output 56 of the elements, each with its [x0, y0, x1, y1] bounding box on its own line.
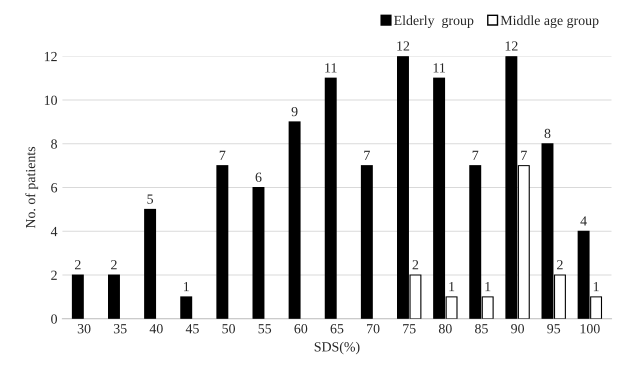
data-label: 1: [449, 282, 454, 292]
data-label: 1: [184, 282, 189, 292]
bar: [180, 296, 192, 319]
y-tick-label: 10: [44, 96, 58, 105]
bar: [288, 121, 301, 319]
y-tick-label: 2: [51, 270, 57, 280]
data-label: 1: [594, 282, 599, 292]
x-tick-label: 45: [186, 324, 199, 334]
bar: [324, 78, 337, 319]
data-label: 12: [506, 41, 518, 51]
data-label: 11: [325, 63, 337, 72]
x-tick-label: 90: [511, 324, 524, 334]
data-label: 9: [292, 106, 298, 116]
x-tick-label: 50: [222, 324, 235, 334]
data-label: 2: [412, 260, 418, 270]
x-tick-label: 75: [403, 324, 416, 334]
legend-label: Middle age group: [500, 15, 598, 28]
x-tick-label: 95: [547, 324, 560, 334]
x-tick-label: 100: [580, 324, 600, 334]
data-label: 12: [397, 41, 410, 51]
bar: [144, 208, 156, 319]
x-tick-label: 35: [114, 324, 127, 334]
y-tick-label: 12: [44, 52, 57, 62]
x-tick-label: 70: [367, 324, 380, 334]
legend-label: Elderly group: [394, 15, 474, 28]
x-tick-label: 55: [258, 324, 272, 334]
x-tick-label: 85: [475, 324, 488, 334]
data-label: 1: [485, 282, 490, 292]
x-tick-label: 80: [438, 324, 452, 334]
data-label: 2: [557, 260, 563, 270]
data-label: 2: [74, 260, 81, 270]
bar: [108, 274, 120, 319]
x-tick-label: 65: [330, 324, 344, 334]
x-tick-label: 40: [150, 324, 163, 334]
data-label: 4: [580, 216, 587, 226]
data-label: 6: [256, 172, 262, 182]
data-label: 2: [111, 260, 117, 270]
x-axis-title: SDS(%): [314, 342, 360, 354]
y-tick-label: 0: [51, 314, 58, 324]
bar: [252, 186, 264, 319]
y-tick-label: 6: [51, 183, 58, 192]
data-label: 8: [544, 128, 550, 138]
data-label: 7: [364, 150, 370, 160]
data-label: 7: [472, 150, 478, 160]
x-tick-label: 30: [78, 324, 90, 334]
y-axis-title: No. of patients: [25, 146, 38, 228]
data-label: 11: [434, 63, 445, 72]
data-label: 7: [220, 150, 226, 160]
data-label: 5: [147, 194, 154, 204]
y-tick-label: 4: [50, 226, 58, 236]
y-tick-label: 8: [51, 139, 58, 149]
bar: [360, 165, 373, 319]
bar: [216, 165, 228, 319]
bar: [72, 274, 84, 319]
data-label: 7: [521, 150, 527, 160]
x-tick-label: 60: [294, 324, 308, 334]
